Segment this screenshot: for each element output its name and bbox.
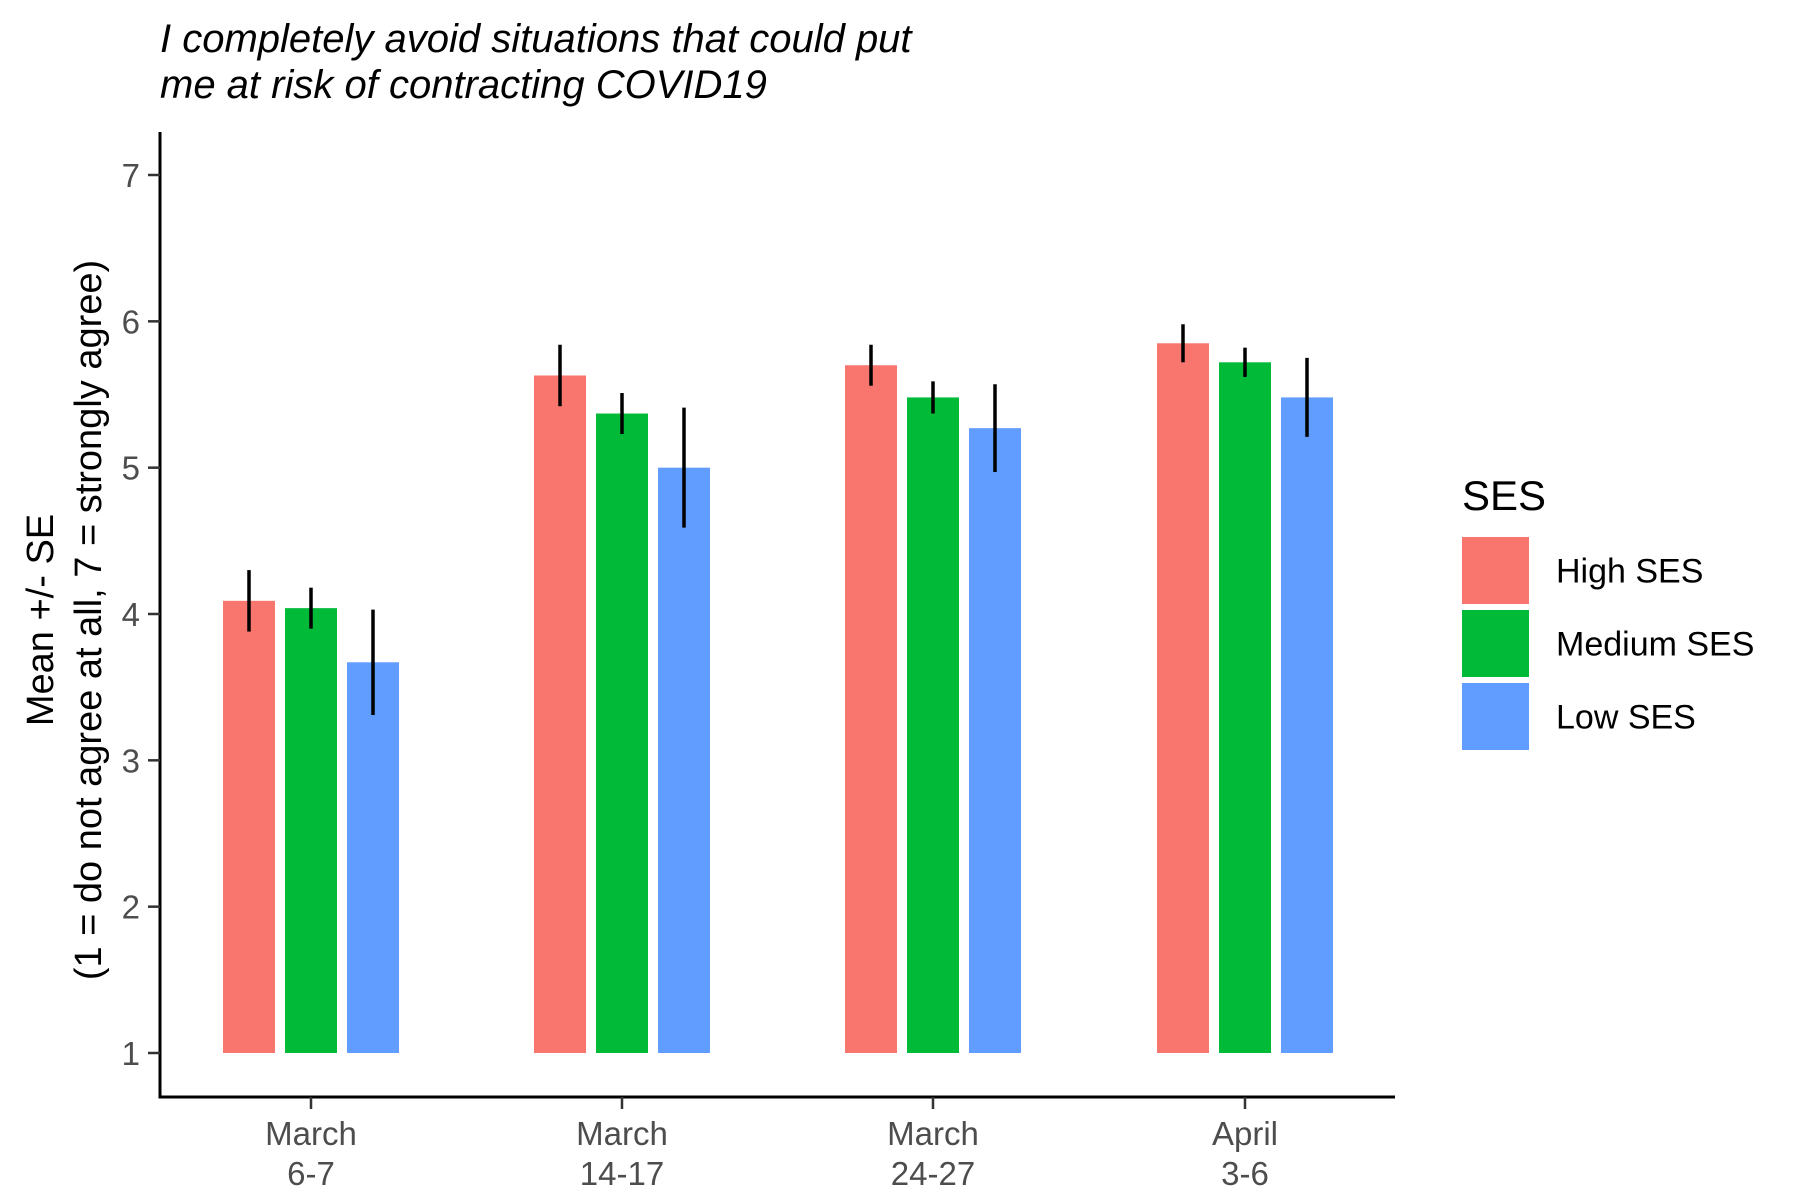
bar [1281, 397, 1333, 1054]
plot-error-bars [247, 324, 1309, 715]
y-tick-label: 4 [122, 596, 140, 633]
bar [907, 397, 959, 1054]
bar [1157, 343, 1209, 1053]
chart-title: I completely avoid situations that could… [160, 17, 913, 107]
y-axis-ticks: 1 2 3 4 5 6 7 [122, 157, 160, 1072]
plot-bars [223, 343, 1333, 1054]
y-axis-title-line-1: Mean +/- SE [20, 514, 62, 726]
x-tick-label: April 3-6 [1212, 1115, 1278, 1192]
legend-key [1462, 610, 1529, 677]
y-tick-label: 7 [122, 157, 140, 194]
bar [285, 608, 337, 1053]
axes: 1 2 3 4 5 6 7 March 6-7 March 14-17 March 24-27 Apri… [122, 132, 1395, 1192]
y-tick-label: 2 [122, 889, 140, 926]
x-axis-ticks: March 6-7 March 14-17 March 24-27 April 3-6 [265, 1097, 1278, 1192]
y-tick-label: 3 [122, 742, 140, 779]
chart-title-line-1: I completely avoid situations that could… [160, 17, 913, 61]
legend-label: High SES [1556, 553, 1703, 591]
bar [596, 413, 648, 1054]
bar [845, 365, 897, 1053]
legend-key [1462, 683, 1529, 750]
y-tick-label: 5 [122, 450, 140, 487]
x-tick-label: March 6-7 [265, 1115, 357, 1192]
legend-items: High SES Medium SES Low SES [1462, 537, 1754, 750]
bar [1219, 362, 1271, 1054]
x-tick-label: March 14-17 [576, 1115, 668, 1192]
y-axis-title-line-2: (1 = do not agree at all, 7 = strongly a… [68, 260, 110, 980]
bar [658, 467, 710, 1054]
legend-label: Medium SES [1556, 626, 1754, 664]
bar [223, 600, 275, 1053]
y-axis-title: Mean +/- SE (1 = do not agree at all, 7 … [20, 260, 110, 980]
x-tick-label: March 24-27 [887, 1115, 979, 1192]
chart-title-line-2: me at risk of contracting COVID19 [160, 63, 767, 107]
bar [969, 428, 1021, 1053]
legend-title: SES [1462, 472, 1546, 519]
legend-key [1462, 537, 1529, 604]
bar [347, 662, 399, 1053]
legend-label: Low SES [1556, 699, 1696, 737]
y-tick-label: 6 [122, 303, 140, 340]
y-tick-label: 1 [122, 1035, 140, 1072]
legend: SES High SES Medium SES Low SES [1462, 472, 1754, 750]
bar [534, 375, 586, 1053]
